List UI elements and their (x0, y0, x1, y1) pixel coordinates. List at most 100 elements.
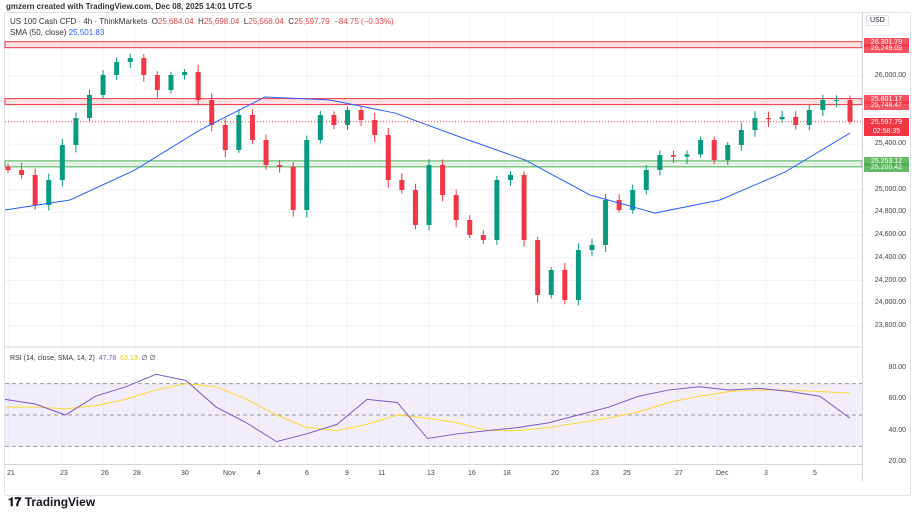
candle (833, 99, 839, 101)
rsi-tick: 80.00 (888, 364, 906, 371)
rsi-value: 47.78 (98, 355, 117, 362)
candle (725, 144, 731, 160)
candle (290, 166, 296, 210)
candle (847, 99, 853, 122)
rsi-extra-2: ∅ (149, 355, 156, 362)
rsi-tick: 20.00 (888, 458, 906, 466)
candle (670, 154, 676, 157)
candle (263, 139, 269, 165)
last-price-label: 25,597.79 02:58:35 (864, 117, 909, 136)
time-tick: 4 (257, 470, 261, 477)
candle (73, 118, 79, 145)
sma-label[interactable]: SMA (50, close) (10, 28, 67, 37)
candle (766, 118, 772, 120)
countdown: 02:58:35 (872, 127, 901, 135)
candle (46, 179, 52, 205)
rsi-ma-line (5, 383, 851, 432)
candle (575, 249, 581, 300)
logo-icon: 𝟏𝟕 (8, 495, 25, 509)
zone-2 (4, 160, 862, 168)
candle (548, 269, 554, 295)
candle (494, 179, 500, 240)
candle (182, 72, 188, 75)
time-tick: 28 (133, 470, 141, 477)
candle (168, 74, 174, 90)
price-tick: 24,800.00 (874, 208, 906, 216)
open-value: 25,684.04 (157, 17, 194, 26)
candle (32, 174, 38, 205)
candle (127, 58, 133, 63)
price-axis[interactable]: USD 26,301.79 26,249.09 25,801.17 25,748.47… (862, 12, 910, 482)
high-value: 25,698.04 (203, 17, 240, 26)
price-chart[interactable] (0, 0, 862, 464)
candle (820, 99, 826, 110)
candle (358, 109, 364, 120)
candle (738, 129, 744, 145)
time-axis[interactable]: 21 23 26 28 30 Nov 4 6 9 11 13 16 18 20 23 25 27 Dec 3 5 (4, 464, 862, 483)
candle (752, 118, 758, 130)
time-tick: 6 (305, 470, 309, 477)
rsi-extra-1: ∅ (141, 355, 148, 362)
candle (657, 154, 663, 170)
time-tick: 18 (503, 470, 511, 477)
time-tick: 5 (813, 470, 817, 477)
candle (453, 194, 459, 220)
zone-price-tag: 25,253.12 (864, 156, 909, 166)
zone-0 (4, 41, 862, 49)
candle (304, 139, 310, 210)
time-tick: 25 (623, 470, 631, 477)
candle (684, 154, 690, 157)
time-tick: 21 (7, 470, 15, 477)
o-label: O (151, 17, 158, 26)
candle (440, 164, 446, 195)
candle (603, 199, 609, 245)
candle (249, 114, 255, 140)
candle (345, 109, 351, 125)
time-tick: 3 (764, 470, 768, 477)
time-tick: 9 (345, 470, 349, 477)
candle (399, 179, 405, 190)
candle (141, 58, 147, 75)
price-tick: 25,000.00 (874, 185, 906, 193)
candle (209, 99, 215, 125)
close-value: 25,597.79 (294, 17, 330, 26)
low-value: 25,568.04 (248, 17, 284, 26)
time-tick: 27 (675, 470, 683, 477)
sma-line (4, 96, 851, 214)
candle (277, 164, 283, 167)
candle (480, 234, 486, 240)
zone-price-tag: 26,301.79 (864, 37, 909, 47)
candle (535, 239, 541, 295)
sma-value: 25,501.83 (68, 28, 105, 37)
candle (236, 114, 242, 150)
brand-name: TradingView (24, 495, 96, 509)
time-tick: 13 (427, 470, 435, 477)
price-tick: 25,400.00 (874, 140, 906, 148)
currency-label[interactable]: USD (866, 15, 889, 26)
zone-price-tag: 26,249.09 (864, 43, 909, 53)
candle (698, 139, 704, 155)
candle (222, 124, 228, 150)
candle (100, 74, 106, 95)
candle (19, 169, 25, 175)
chart-frame (4, 12, 911, 496)
rsi-line (4, 373, 851, 443)
time-tick: 20 (551, 470, 559, 477)
h-label: H (197, 17, 204, 26)
time-tick: 30 (181, 470, 189, 477)
time-tick: 26 (101, 470, 109, 477)
zone-price-tag: 25,801.17 (864, 94, 909, 104)
time-tick: 23 (60, 470, 68, 477)
candle (331, 114, 337, 125)
rsi-tick: 40.00 (888, 426, 906, 434)
time-tick: 11 (378, 470, 386, 477)
rsi-label[interactable]: RSI (14, close, SMA, 14, 2) (10, 355, 95, 362)
price-tick: 24,200.00 (874, 276, 906, 284)
rsi-ma-value: 63.13 (120, 355, 138, 362)
price-tick: 24,600.00 (874, 231, 906, 239)
symbol-label[interactable]: US 100 Cash CFD · 4h · ThinkMarkets (10, 17, 148, 26)
price-tick: 24,400.00 (874, 253, 906, 261)
candle (467, 219, 473, 235)
time-tick: 16 (468, 470, 476, 477)
price-tick: 23,800.00 (874, 322, 906, 329)
